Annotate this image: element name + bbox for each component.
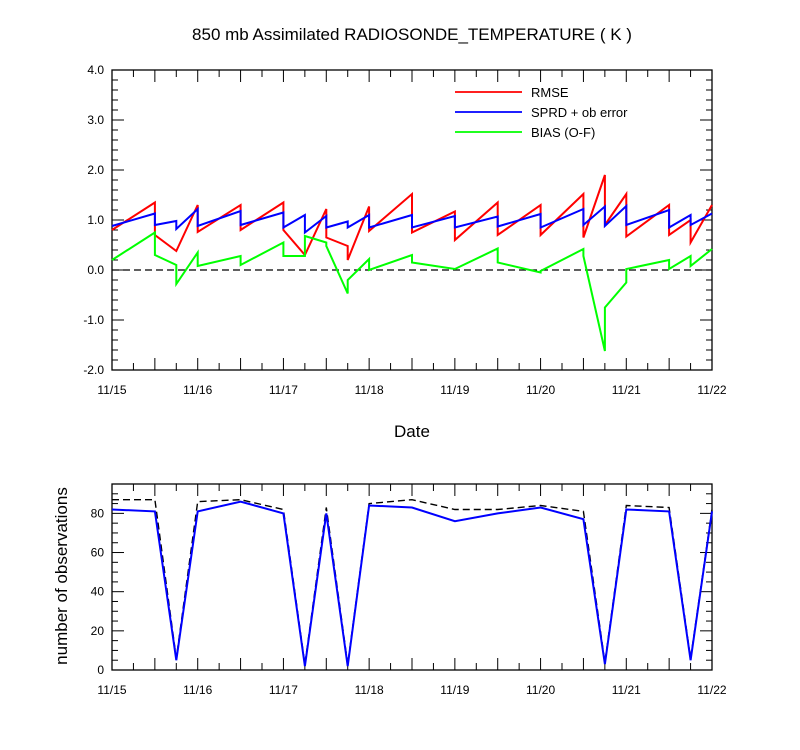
y-tick-label: 4.0 [87, 63, 104, 77]
y-tick-label: 2.0 [87, 163, 104, 177]
y-tick-label: -1.0 [83, 313, 104, 327]
legend-label: BIAS (O-F) [531, 125, 595, 140]
series-line-possible [112, 498, 713, 665]
y-tick-label: 3.0 [87, 113, 104, 127]
y-axis-title-bottom: number of observations [52, 487, 71, 665]
legend-label: RMSE [531, 85, 569, 100]
y-tick-label: 20 [91, 624, 105, 638]
plot-frame [111, 483, 713, 671]
y-tick-label: -2.0 [83, 363, 104, 377]
x-tick-label: 11/21 [612, 683, 641, 697]
series-line-sprd-ob-error [111, 203, 713, 235]
x-tick-label: 11/20 [526, 683, 555, 697]
y-tick-label: 40 [91, 585, 105, 599]
x-tick-label: 11/18 [355, 383, 384, 397]
series-line-bias-o-f [111, 230, 713, 352]
legend: RMSE SPRD + ob error BIAS (O-F) [455, 85, 628, 140]
x-tick-label: 11/17 [269, 683, 298, 697]
x-tick-label: 11/19 [440, 383, 469, 397]
y-tick-label: 0.0 [87, 263, 104, 277]
x-tick-label: 11/21 [612, 383, 641, 397]
x-tick-label: 11/22 [697, 683, 726, 697]
x-tick-label: 11/15 [97, 383, 126, 397]
x-tick-label: 11/22 [697, 383, 726, 397]
y-tick-label: 1.0 [87, 213, 104, 227]
top-plot: 11/15 11/16 11/17 11/18 11/19 11/20 11/21 11/22… [83, 63, 727, 397]
legend-label: SPRD + ob error [531, 105, 628, 120]
x-tick-label: 11/17 [269, 383, 298, 397]
x-tick-label: 11/18 [355, 683, 384, 697]
y-tick-label: 80 [91, 506, 105, 520]
series-line-used [111, 500, 713, 667]
chart-title: 850 mb Assimilated RADIOSONDE_TEMPERATUR… [192, 25, 632, 44]
x-axis-title: Date [394, 422, 430, 441]
x-tick-label: 11/19 [440, 683, 469, 697]
y-tick-label: 0 [97, 663, 104, 677]
x-tick-label: 11/16 [183, 683, 212, 697]
y-tick-label: 60 [91, 546, 105, 560]
x-tick-label: 11/20 [526, 383, 555, 397]
bottom-plot: 11/15 11/16 11/17 11/18 11/19 11/20 11/21 11/22… [91, 483, 727, 697]
series-line-rmse [111, 174, 713, 261]
x-tick-label: 11/15 [97, 683, 126, 697]
x-tick-label: 11/16 [183, 383, 212, 397]
